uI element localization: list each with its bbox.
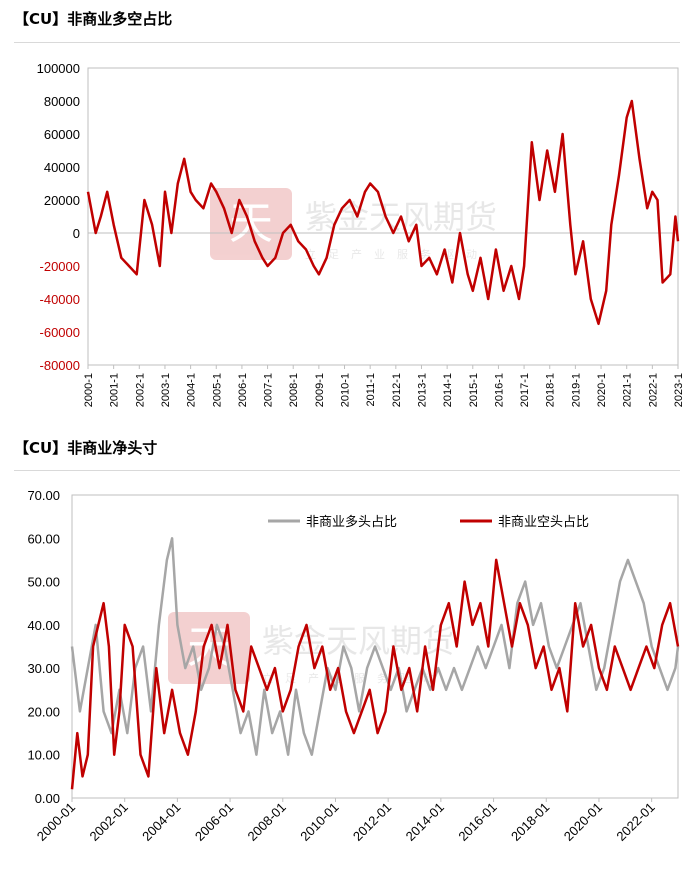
chart1-x-tick-label: 2022-1 bbox=[647, 373, 659, 407]
chart1-x-tick-label: 2014-1 bbox=[442, 373, 454, 407]
chart1-x-tick-label: 2018-1 bbox=[545, 373, 557, 407]
chart2-title: 【CU】非商业净头寸 bbox=[14, 439, 158, 457]
chart1-title: 【CU】非商业多空占比 bbox=[14, 10, 173, 28]
chart1-x-tick-label: 2003-1 bbox=[160, 373, 172, 407]
chart1-y-tick-label: 20000 bbox=[44, 193, 80, 208]
watermark-logo: 天 bbox=[229, 198, 273, 249]
chart1-y-tick-label: 80000 bbox=[44, 94, 80, 109]
chart1-y-tick-label: -80000 bbox=[40, 358, 80, 373]
chart1-x-tick-label: 2005-1 bbox=[211, 373, 223, 407]
chart1-x-tick-label: 2020-1 bbox=[596, 373, 608, 407]
chart1-x-tick-label: 2023-1 bbox=[673, 373, 685, 407]
chart1-x-tick-label: 2008-1 bbox=[288, 373, 300, 407]
chart1-x-tick-label: 2017-1 bbox=[519, 373, 531, 407]
chart1-series-line bbox=[86, 99, 680, 326]
chart1-x-tick-label: 2000-1 bbox=[83, 373, 95, 407]
chart1-x-tick-label: 2013-1 bbox=[416, 373, 428, 407]
chart1-x-tick-label: 2009-1 bbox=[314, 373, 326, 407]
chart1-x-tick-label: 2019-1 bbox=[570, 373, 582, 407]
chart2-title-rule bbox=[14, 470, 680, 471]
chart1-y-tick-label: -60000 bbox=[40, 325, 80, 340]
chart1-x-tick-label: 2007-1 bbox=[263, 373, 275, 407]
chart1-x-tick-label: 2001-1 bbox=[109, 373, 121, 407]
chart1-x-tick-label: 2011-1 bbox=[365, 373, 377, 406]
chart1-y-tick-label: 0 bbox=[73, 226, 80, 241]
chart1-x-tick-label: 2002-1 bbox=[134, 373, 146, 407]
chart1-x-tick-label: 2010-1 bbox=[340, 373, 352, 407]
chart1-y-tick-label: -20000 bbox=[40, 259, 80, 274]
chart1-watermark: 天 紫金天风期货 立足产业服务驱动 bbox=[210, 188, 497, 261]
chart1-x-tick-label: 2015-1 bbox=[468, 373, 480, 407]
chart1-x-tick-label: 2021-1 bbox=[622, 373, 634, 407]
chart1-y-tick-label: 100000 bbox=[37, 61, 80, 76]
chart1-x-tick-label: 2016-1 bbox=[493, 373, 505, 407]
chart1-title-rule bbox=[14, 42, 680, 43]
chart1-y-tick-label: 40000 bbox=[44, 160, 80, 175]
chart1-y-tick-label: -40000 bbox=[40, 292, 80, 307]
chart1-y-tick-label: 60000 bbox=[44, 127, 80, 142]
chart1-x-tick-label: 2006-1 bbox=[237, 373, 249, 407]
chart1-x-tick-label: 2004-1 bbox=[186, 373, 198, 407]
chart1-plot-frame bbox=[87, 67, 679, 366]
watermark-subtext: 立足产业服务驱动 bbox=[305, 247, 489, 261]
chart1-x-tick-label: 2012-1 bbox=[391, 373, 403, 407]
